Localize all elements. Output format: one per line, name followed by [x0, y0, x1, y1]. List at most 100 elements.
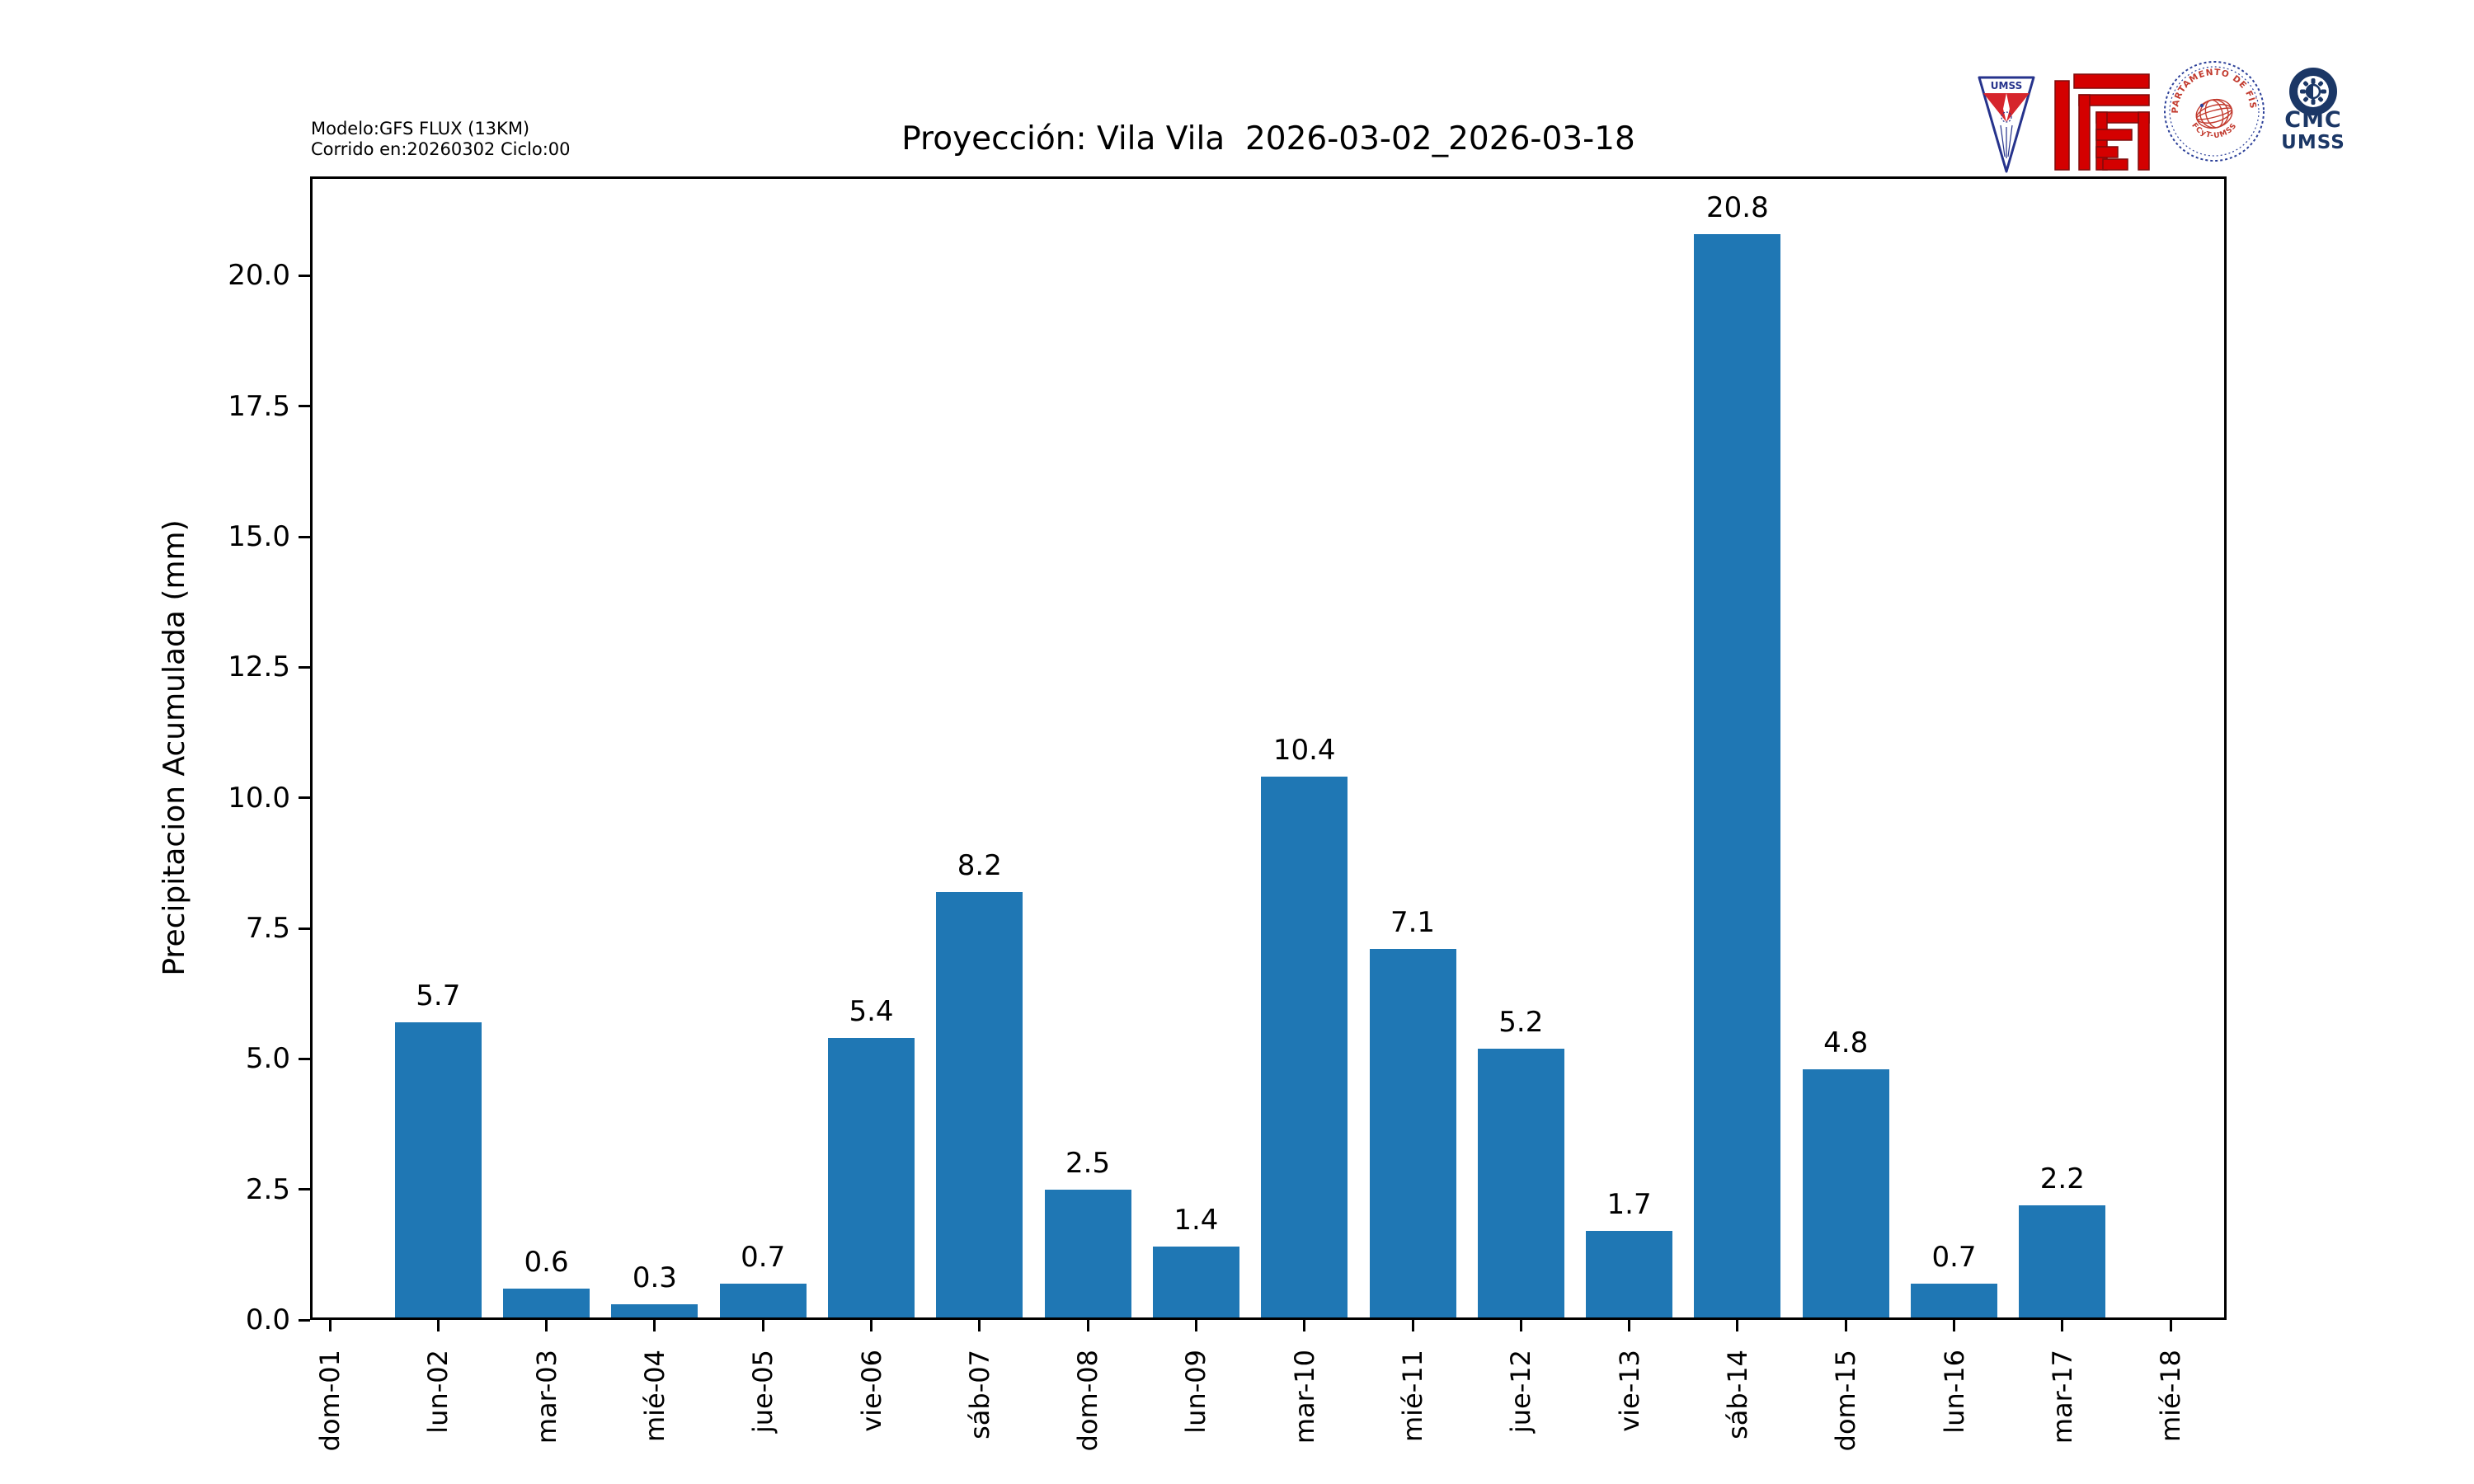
bar [1261, 777, 1348, 1320]
bar-value-label: 4.8 [1823, 1026, 1869, 1059]
x-tick-label: sáb-14 [1721, 1350, 1753, 1439]
x-tick-label: mié-04 [638, 1350, 670, 1443]
x-tick [1953, 1320, 1955, 1331]
model-line1: Modelo:GFS FLUX (13KM) [311, 119, 530, 139]
x-tick-label: vie-06 [855, 1350, 887, 1432]
bar [1477, 1048, 1564, 1320]
x-tick-label: mar-10 [1288, 1350, 1320, 1444]
x-tick [761, 1320, 764, 1331]
y-tick [299, 1318, 310, 1322]
bar [719, 1283, 807, 1320]
bar [1152, 1247, 1239, 1320]
y-tick-label: 17.5 [228, 389, 290, 423]
bar-value-label: 10.4 [1272, 734, 1336, 768]
bar [611, 1304, 698, 1320]
bar [1586, 1231, 1673, 1320]
model-info: Modelo:GFS FLUX (13KM) Corrido en:2026030… [311, 119, 571, 160]
chart-title: Proyección: Vila Vila 2026-03-02_2026-03… [901, 120, 1635, 157]
seal-bottom-text: FCyT-UMSS [2189, 122, 2238, 141]
bar-value-label: 0.7 [1931, 1240, 1977, 1274]
bar [2019, 1205, 2106, 1320]
x-tick [328, 1320, 332, 1331]
spine-right [2224, 176, 2227, 1320]
x-tick [1086, 1320, 1089, 1331]
x-tick [1628, 1320, 1631, 1331]
x-tick [870, 1320, 872, 1331]
bar-value-label: 5.2 [1498, 1005, 1544, 1039]
bar [1694, 233, 1781, 1320]
x-tick [1519, 1320, 1522, 1331]
cmc-umss-logo-icon: CMC UMSS [2281, 68, 2345, 153]
spine-bottom [310, 1317, 2227, 1320]
x-tick [545, 1320, 548, 1331]
x-tick [2061, 1320, 2064, 1331]
x-tick-label: mié-18 [2155, 1350, 2187, 1443]
y-tick [299, 274, 310, 277]
cmc-umss-label: UMSS [2281, 132, 2345, 153]
y-tick [299, 927, 310, 930]
seal-globe-icon [2195, 98, 2233, 129]
bar [503, 1289, 590, 1320]
x-tick-label: jue-05 [747, 1350, 779, 1434]
bar-value-label: 2.2 [2039, 1162, 2085, 1195]
bar [936, 891, 1023, 1320]
spine-left [310, 176, 313, 1320]
y-tick-label: 5.0 [245, 1042, 290, 1076]
spine-top [310, 176, 2227, 179]
x-tick [653, 1320, 656, 1331]
bar-value-label: 1.4 [1174, 1204, 1219, 1237]
y-tick-label: 2.5 [245, 1172, 290, 1206]
y-tick-label: 15.0 [228, 520, 290, 553]
x-tick [436, 1320, 440, 1331]
y-tick-label: 20.0 [228, 259, 290, 293]
y-tick-label: 0.0 [245, 1303, 290, 1336]
bar [1802, 1069, 1889, 1320]
x-tick-label: dom-08 [1072, 1350, 1104, 1452]
cmc-label: CMC [2284, 107, 2342, 133]
bar [1044, 1189, 1131, 1320]
bar [1911, 1283, 1997, 1320]
bar-value-label: 7.1 [1390, 906, 1436, 940]
svg-text:DEPARTAMENTO DE FÍSICA: DEPARTAMENTO DE FÍSICA [2159, 56, 2258, 114]
cmc-rays-icon [2300, 78, 2326, 105]
x-tick-label: dom-15 [1830, 1350, 1862, 1452]
physics-department-seal-icon: DEPARTAMENTO DE FÍSICA FCyT-UMSS [2159, 56, 2265, 162]
x-tick-label: dom-01 [314, 1350, 346, 1452]
y-tick [299, 796, 310, 800]
x-tick [978, 1320, 981, 1331]
x-tick-label: lun-09 [1180, 1350, 1212, 1434]
x-tick [1194, 1320, 1197, 1331]
x-tick-label: mar-17 [2046, 1350, 2078, 1444]
y-tick-label: 10.0 [228, 781, 290, 815]
x-tick [1411, 1320, 1414, 1331]
bar-value-label: 5.4 [849, 995, 894, 1028]
x-tick-label: mié-11 [1397, 1350, 1428, 1443]
model-line2: Corrido en:20260302 Ciclo:00 [311, 139, 571, 159]
y-tick [299, 535, 310, 538]
y-tick-label: 7.5 [245, 912, 290, 945]
x-tick-label: sáb-07 [963, 1350, 995, 1439]
y-tick-label: 12.5 [228, 650, 290, 684]
bar [828, 1038, 915, 1320]
umss-pennant-label: UMSS [1991, 80, 2022, 92]
x-tick-label: lun-16 [1938, 1350, 1970, 1434]
bar-value-label: 5.7 [416, 979, 461, 1012]
x-tick [2169, 1320, 2172, 1331]
bar [1369, 949, 1456, 1320]
x-tick-label: mar-03 [530, 1350, 562, 1444]
y-tick [299, 1188, 310, 1191]
bar [394, 1022, 482, 1320]
x-tick [1844, 1320, 1847, 1331]
x-tick-label: vie-13 [1613, 1350, 1645, 1432]
x-tick [1303, 1320, 1306, 1331]
bar-value-label: 1.7 [1606, 1188, 1652, 1222]
y-tick [299, 1057, 310, 1060]
plot-area: 5.7 0.6 0.3 0.7 5.4 8.2 2.5 1.4 10.4 7.1 5.2 1.7 20.… [228, 176, 2227, 1451]
bar-value-label: 0.6 [524, 1246, 569, 1279]
y-tick [299, 405, 310, 408]
bar-value-label: 0.3 [632, 1261, 677, 1294]
y-tick [299, 665, 310, 669]
y-axis-label: Precipitacion Acumulada (mm) [158, 519, 191, 976]
bar-value-label: 20.8 [1706, 190, 1769, 224]
